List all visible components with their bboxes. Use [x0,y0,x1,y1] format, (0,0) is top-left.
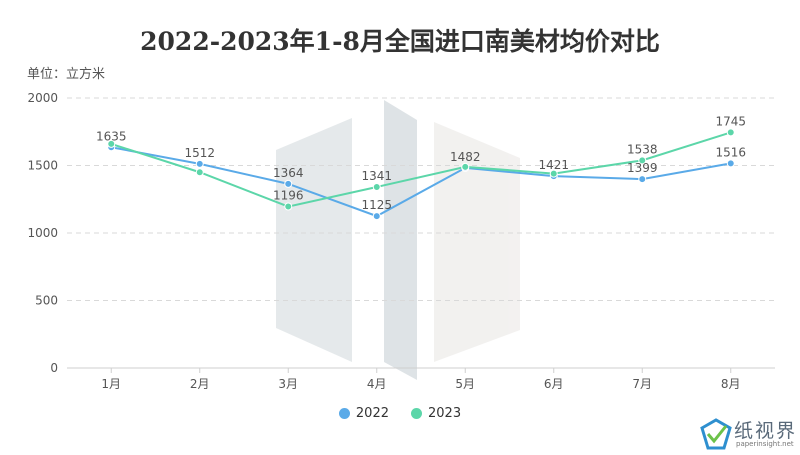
brand-url: paperinsight.net [736,440,794,448]
data-point-2022[interactable] [726,159,735,168]
data-label-2023: 1196 [273,189,304,203]
data-label-2022: 1512 [184,146,215,160]
series-line-2022 [111,146,731,218]
series-line-2023 [110,131,732,208]
x-tick-label: 7月 [632,377,652,391]
legend-item-2022[interactable]: 2022 [338,406,389,421]
data-point-2023[interactable] [726,128,735,137]
y-tick-label: 500 [35,294,58,308]
legend-label: 2023 [428,406,462,421]
data-point-2023[interactable] [195,168,204,177]
data-label-2022: 1516 [715,145,746,159]
data-label-2022: 1125 [361,198,392,212]
series-points [107,128,735,221]
data-label-2023: 1341 [361,169,392,183]
x-axis-ticks: 1月 2月 3月 4月 5月 6月 7月 8月 [101,368,741,391]
data-point-2022[interactable] [284,179,293,188]
background-watermark-icon [276,100,520,380]
data-label-2022: 1421 [538,158,569,172]
data-label-2022: 1364 [273,166,304,180]
legend-item-2023[interactable]: 2023 [411,406,461,421]
x-tick-label: 4月 [367,377,387,391]
chart-title: 2022-2023年1-8月全国进口南美材均价对比 [140,27,660,56]
y-tick-label: 2000 [27,91,58,105]
paper-check-logo-icon [700,418,732,450]
data-labels: 1635 1512 1364 1125 1482 1421 1399 1516 1196 1341… [96,114,746,212]
data-label-2022: 1482 [450,150,481,164]
data-point-2023[interactable] [638,156,647,165]
y-axis-ticks: 0 500 1000 1500 2000 [27,91,58,375]
x-tick-label: 8月 [721,377,741,391]
y-tick-label: 0 [50,361,58,375]
legend-swatch [411,408,422,419]
data-label-2023: 1745 [715,114,746,128]
y-tick-label: 1000 [27,226,58,240]
data-point-2022[interactable] [638,175,647,184]
data-point-2023[interactable] [461,162,470,171]
x-tick-label: 3月 [278,377,298,391]
legend-label: 2022 [355,406,389,421]
x-tick-label: 2月 [190,377,210,391]
y-tick-label: 1500 [27,159,58,173]
gridlines [67,97,775,301]
data-point-2023[interactable] [372,182,381,191]
data-label-2022: 1399 [627,161,658,175]
data-point-2023[interactable] [107,139,116,148]
data-label-2023: 1538 [627,142,658,156]
brand-name: 纸视界 [734,420,798,442]
unit-label: 单位：立方米 [27,67,106,82]
x-tick-label: 6月 [544,377,564,391]
data-point-2023[interactable] [549,169,558,178]
legend-swatch [338,408,350,419]
data-point-2022[interactable] [372,212,381,221]
x-tick-label: 5月 [455,377,475,391]
data-label-2022: 1635 [96,129,127,143]
x-tick-label: 1月 [101,377,121,391]
data-point-2022[interactable] [195,159,204,168]
series-lines [110,131,732,218]
brand-logo: 纸视界 paperinsight.net [698,414,798,454]
data-point-2023[interactable] [284,202,293,211]
legend[interactable]: 2022 2023 [0,406,800,421]
